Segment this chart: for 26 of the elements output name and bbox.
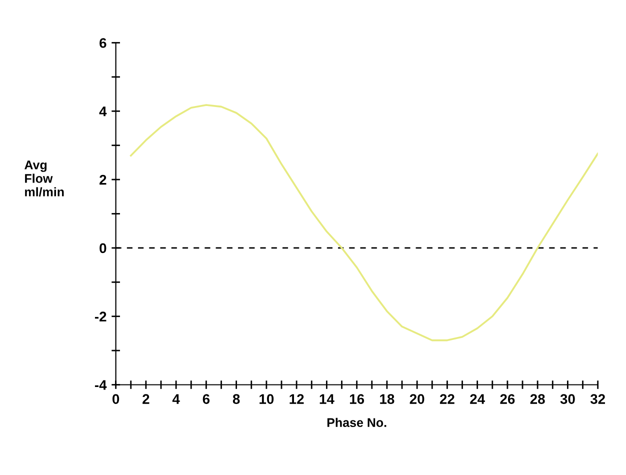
x-tick-label: 16	[350, 394, 364, 404]
x-tick-label: 10	[260, 394, 274, 404]
x-tick-label: 14	[320, 394, 334, 404]
y-tick-label: -2	[94, 312, 106, 322]
x-tick-label: 24	[470, 394, 485, 404]
y-tick-label: 4	[99, 106, 107, 116]
y-tick-label: 6	[100, 38, 106, 48]
x-tick-label: 28	[530, 394, 545, 404]
line-series	[130, 104, 598, 342]
x-axis-title: Phase No.	[327, 418, 386, 428]
x-tick-label: 32	[590, 394, 605, 404]
x-tick-label: 12	[290, 394, 304, 404]
y-axis-title: Avg Flow ml/min	[24, 160, 64, 196]
x-tick-label: 0	[112, 394, 120, 404]
x-tick-label: 6	[202, 394, 210, 404]
x-tick-label: 30	[560, 394, 575, 404]
x-tick-label: 20	[410, 394, 424, 404]
y-tick-label: -4	[94, 380, 107, 390]
x-tick-label: 26	[500, 394, 515, 404]
x-tick-label: 22	[440, 394, 454, 404]
x-tick-label: 8	[232, 394, 240, 404]
x-tick-label: 2	[142, 394, 150, 404]
y-tick-label: 2	[100, 174, 106, 185]
x-tick-label: 18	[380, 394, 394, 404]
y-tick-label: 0	[100, 243, 106, 254]
x-tick-label: 4	[172, 394, 180, 404]
